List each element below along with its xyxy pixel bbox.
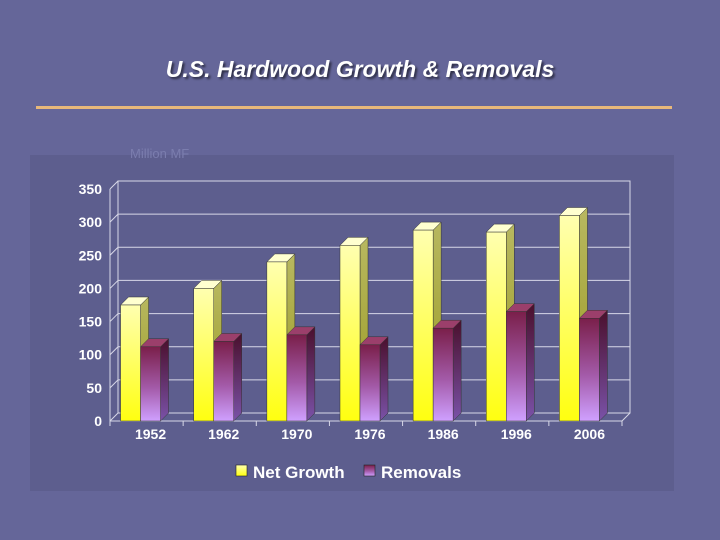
y-tick-label: 50 (86, 380, 102, 396)
legend-item-net-growth: Net Growth (235, 463, 345, 482)
y-tick-label: 0 (94, 413, 102, 429)
bar-removals-1952 (139, 338, 170, 422)
legend-label: Removals (381, 463, 461, 482)
bar-removals-1970 (286, 326, 316, 422)
y-tick-label: 150 (79, 314, 103, 330)
title-divider (36, 106, 672, 109)
legend-label: Net Growth (253, 463, 345, 482)
gridline-side (109, 180, 119, 190)
legend-swatch (363, 464, 376, 477)
gridline-side (109, 346, 119, 356)
y-axis-unit-label: Million MF (130, 146, 190, 161)
x-tick-label: 1976 (354, 426, 385, 442)
bar-net-growth-1976 (339, 236, 369, 422)
gridline-side (109, 379, 119, 389)
bar-removals-1986 (432, 319, 462, 422)
slide-title: U.S. Hardwood Growth & Removals (165, 56, 555, 82)
x-tick-label: 1996 (501, 426, 532, 442)
x-tick-label: 1952 (135, 426, 166, 442)
y-tick-label: 300 (79, 214, 103, 230)
legend-swatch (235, 464, 248, 477)
bar-removals-1996 (505, 303, 535, 422)
gridline-side (109, 213, 119, 223)
x-tick-label: 1962 (208, 426, 239, 442)
bar-removals-1962 (213, 332, 243, 422)
bar-removals-2006 (578, 309, 609, 422)
x-tick-label: 2006 (574, 426, 605, 442)
tick-labels: 0 50 100 150 200 250 300 350 1952 1962 1970 1976 198… (79, 181, 606, 442)
x-tick-label: 1970 (281, 426, 312, 442)
bars (119, 206, 609, 422)
legend: Net Growth Removals (235, 463, 461, 482)
y-tick-label: 200 (79, 280, 103, 296)
gridline-side (109, 246, 119, 256)
x-tick-label: 1986 (428, 426, 459, 442)
bar-removals-1976 (359, 336, 389, 422)
y-tick-label: 100 (79, 347, 103, 363)
y-tick-label: 350 (79, 181, 103, 197)
legend-item-removals: Removals (363, 463, 461, 482)
floor-edge (621, 412, 631, 422)
gridline-side (109, 313, 119, 322)
y-tick-label: 250 (79, 247, 103, 263)
gridline-side (109, 412, 119, 422)
gridline-side (109, 280, 119, 289)
